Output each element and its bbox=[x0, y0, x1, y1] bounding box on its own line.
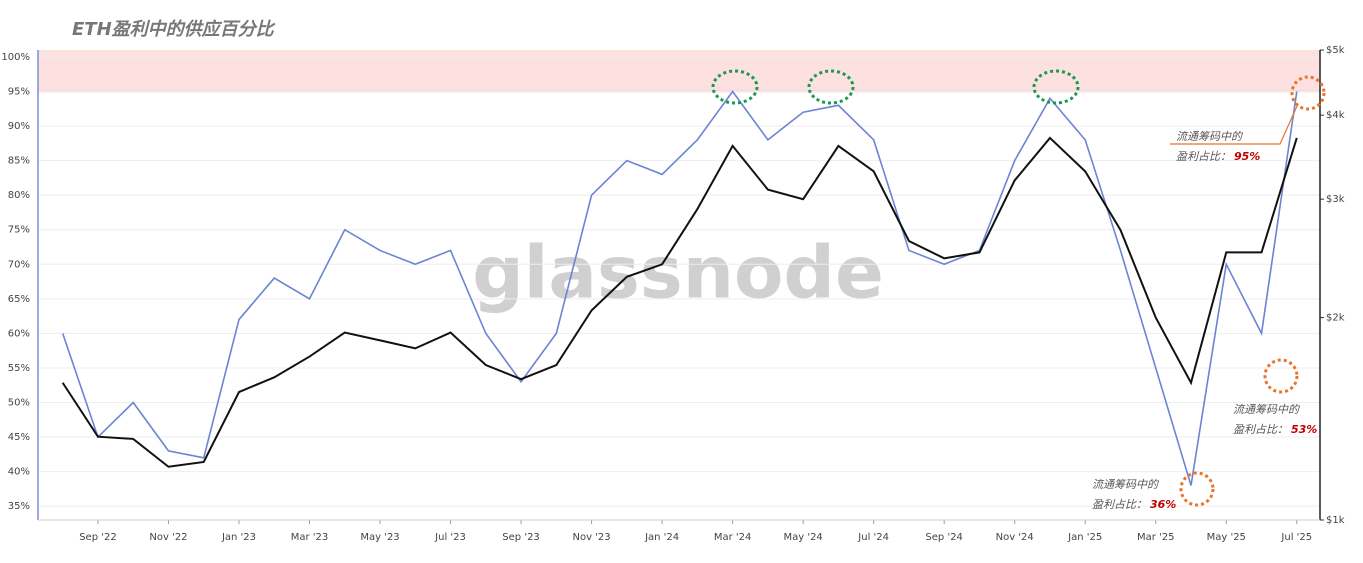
x-tick-label: Jul '25 bbox=[1280, 532, 1312, 543]
annotation-line: 盈利占比： bbox=[1233, 423, 1288, 436]
y-tick-label: 70% bbox=[8, 259, 30, 270]
annotation-line: 盈利占比： bbox=[1176, 150, 1231, 163]
circle bbox=[1179, 471, 1215, 507]
y-tick-label: 45% bbox=[8, 432, 30, 443]
x-tick-label: Sep '22 bbox=[79, 532, 117, 543]
threshold-band bbox=[38, 50, 1320, 92]
x-tick-label: Mar '25 bbox=[1137, 532, 1175, 543]
y-tick-label: 65% bbox=[8, 294, 30, 305]
y-tick-label: 90% bbox=[8, 121, 30, 132]
x-tick-label: May '24 bbox=[783, 532, 822, 543]
y-tick-label: 60% bbox=[8, 328, 30, 339]
x-tick-label: May '23 bbox=[360, 532, 399, 543]
circle bbox=[807, 69, 855, 105]
x-tick-label: Jan '25 bbox=[1067, 532, 1102, 543]
x-tick-label: Jul '24 bbox=[857, 532, 889, 543]
y2-tick-label: $1k bbox=[1326, 515, 1345, 526]
y2-tick-label: $5k bbox=[1326, 45, 1345, 56]
x-tick-label: Jan '24 bbox=[644, 532, 679, 543]
highlight-circles bbox=[711, 69, 1326, 507]
x-tick-label: Jan '23 bbox=[221, 532, 256, 543]
annotation-value: 36% bbox=[1150, 498, 1176, 511]
x-tick-label: May '25 bbox=[1207, 532, 1246, 543]
x-tick-label: Nov '23 bbox=[572, 532, 610, 543]
y-tick-label: 80% bbox=[8, 190, 30, 201]
x-tick-label: Mar '23 bbox=[291, 532, 329, 543]
annotation-value: 95% bbox=[1234, 150, 1260, 163]
series-line bbox=[61, 90, 1298, 486]
y-tick-label: 100% bbox=[1, 52, 30, 63]
annotation-line: 流通筹码中的 bbox=[1233, 403, 1301, 416]
x-tick-label: Sep '23 bbox=[502, 532, 540, 543]
circle bbox=[1032, 69, 1080, 105]
x-tick-label: Jul '23 bbox=[434, 532, 466, 543]
chart-title: ETH盈利中的供应百分比 bbox=[72, 19, 276, 40]
annotation-line: 流通筹码中的 bbox=[1176, 130, 1244, 143]
x-tick-label: Nov '22 bbox=[149, 532, 187, 543]
annotation-value: 53% bbox=[1291, 423, 1317, 436]
circle bbox=[711, 69, 759, 105]
y-tick-label: 95% bbox=[8, 86, 30, 97]
annotation-line: 流通筹码中的 bbox=[1092, 478, 1160, 491]
series-line bbox=[61, 136, 1298, 468]
y-tick-label: 35% bbox=[8, 501, 30, 512]
y2-tick-label: $3k bbox=[1326, 194, 1345, 205]
y2-tick-label: $4k bbox=[1326, 110, 1345, 121]
annotation-line: 盈利占比： bbox=[1092, 498, 1147, 511]
y-tick-label: 50% bbox=[8, 398, 30, 409]
y2-tick-label: $2k bbox=[1326, 313, 1345, 324]
circle bbox=[1290, 75, 1326, 111]
x-tick-label: Sep '24 bbox=[925, 532, 963, 543]
y-tick-label: 85% bbox=[8, 156, 30, 167]
y-tick-label: 40% bbox=[8, 467, 30, 478]
y-tick-label: 55% bbox=[8, 363, 30, 374]
circle bbox=[1263, 358, 1299, 394]
arrow bbox=[1170, 103, 1299, 145]
x-tick-label: Mar '24 bbox=[714, 532, 752, 543]
y-tick-label: 75% bbox=[8, 225, 30, 236]
watermark: glassnode bbox=[472, 231, 884, 315]
x-tick-label: Nov '24 bbox=[996, 532, 1034, 543]
